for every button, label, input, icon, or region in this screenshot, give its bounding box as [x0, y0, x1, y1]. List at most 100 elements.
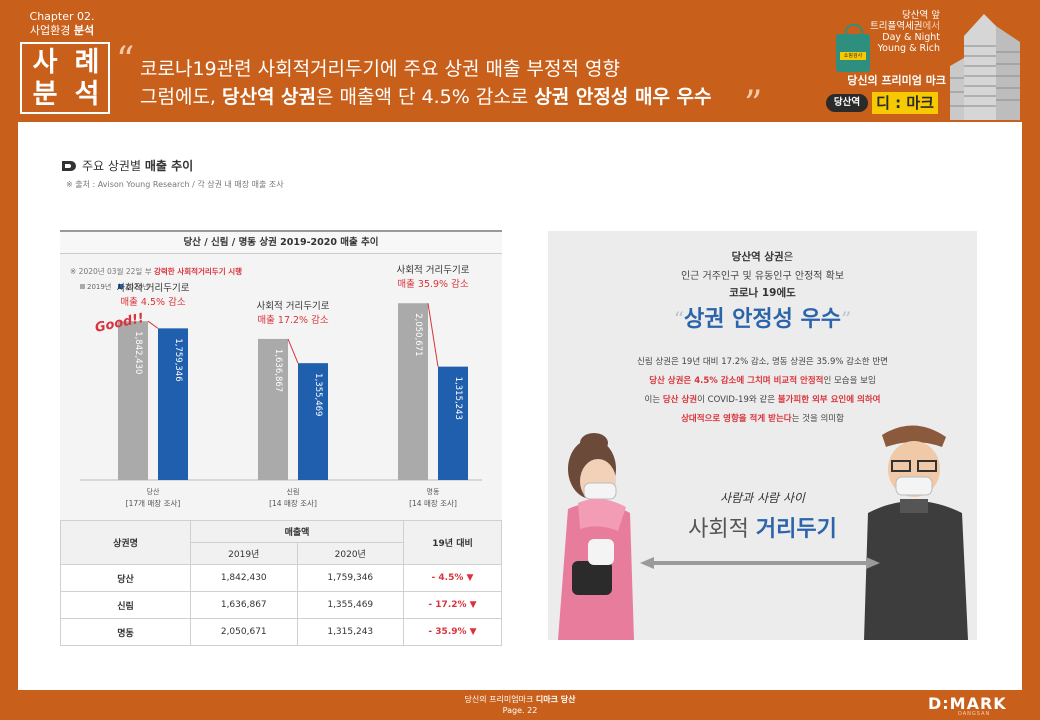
chapter-name: 사업환경 [29, 24, 74, 37]
decline-connector [427, 303, 439, 367]
dmark-logo: D:MARK [928, 694, 1007, 713]
case-char-2: 례 [74, 47, 100, 78]
section-title: 주요 상권별 매출 추이 [62, 157, 193, 174]
summary-paragraph: 신림 상권은 19년 대비 17.2% 감소, 명동 상권은 35.9% 감소한… [637, 357, 888, 424]
summary-line-2: 인근 거주인구 및 유동인구 안정적 확보 [680, 271, 845, 282]
quote-open-mark: “ [116, 40, 135, 81]
category-sub-label: [14 매장 조사] [269, 498, 317, 508]
cell-area: 신림 [60, 591, 191, 619]
chart-legend: 2019년 2020년 [80, 282, 149, 292]
chapter-label: Chapter 02. 사업환경 분석 [26, 10, 98, 38]
handwritten-caption: 사람과 사람 사이 [720, 491, 805, 505]
decline-connector [147, 320, 159, 329]
table-row: 당산 1,842,430 1,759,346 - 4.5% ▼ [60, 564, 502, 592]
footer: 당신의 프리미엄마크 디마크 당산 Page. 22 D:MARK DANGSA… [0, 690, 1040, 720]
chapter-name-bold: 분석 [73, 24, 95, 37]
bar-2019년-신림 [258, 338, 288, 480]
bar-value-label: 1,636,867 [273, 349, 283, 392]
annotation-line-1: 사회적 거리두기로 [117, 282, 190, 294]
annotation-line-2: 매출 17.2% 감소 [257, 314, 328, 326]
footer-center: 당신의 프리미엄마크 디마크 당산 Page. 22 [440, 694, 600, 716]
building-illustration [950, 14, 1020, 120]
legend-label-2019: 2019년 [87, 283, 112, 291]
bag-tag: 쇼핑검사 [840, 52, 866, 60]
page-number: Page. 22 [502, 706, 538, 715]
summary-line-1: 당산역 상권은 [731, 251, 794, 263]
sales-table: 상권명 매출액 19년 대비 2019년 2020년 당산 1,842,430 … [60, 520, 502, 646]
cell-2019: 2,050,671 [190, 618, 298, 646]
promo-line-2: 트리플역세권에서 [870, 21, 940, 32]
bar-chart: 1,842,430 1,759,346 당산 [17개 매장 조사] 사회적 거리두기로… [80, 264, 482, 508]
category-label: 신림 [287, 487, 300, 496]
legend-swatch-2020 [117, 284, 123, 289]
cell-yoy: - 35.9% ▼ [403, 618, 502, 646]
chart-title: 당산 / 신림 / 명동 상권 2019-2020 매출 추이 [60, 232, 502, 254]
chart-note: ※ 2020년 03월 22일 부 강력한 사회적거리두기 시행 [70, 267, 243, 276]
brand-badge: 디 : 마크 [872, 92, 938, 114]
cell-2020: 1,355,469 [296, 591, 404, 619]
bar-2019년-명동 [398, 303, 428, 480]
bar-value-label: 1,842,430 [133, 331, 143, 374]
man-figure-icon [864, 425, 968, 640]
case-analysis-box: 사 례 분 석 [20, 42, 110, 114]
th-2020: 2020년 [296, 542, 404, 565]
summary-panel: 당산역 상권은 인근 거주인구 및 유동인구 안정적 확보 코로나 19에도 “… [548, 231, 977, 640]
headline-line-1: 코로나19관련 사회적거리두기에 주요 상권 매출 부정적 영향 [140, 58, 620, 80]
th-yoy: 19년 대비 [403, 520, 502, 565]
summary-line-3: 코로나 19에도 [729, 287, 796, 299]
cell-yoy: - 4.5% ▼ [403, 564, 502, 592]
distancing-title: 사회적 거리두기 [688, 517, 837, 542]
promo-main: 당신의 프리미엄 마크 [847, 74, 946, 87]
th-area: 상권명 [60, 520, 191, 565]
bar-value-label: 2,050,671 [413, 313, 423, 356]
case-char-1: 사 [32, 47, 58, 78]
category-label: 당산 [147, 487, 160, 496]
annotation-line-2: 매출 35.9% 감소 [397, 278, 468, 290]
bar-2020년-당산 [158, 328, 188, 480]
content-panel: 주요 상권별 매출 추이 ※ 출처 : Avison Young Researc… [18, 122, 1022, 690]
annotation-line-1: 사회적 거리두기로 [397, 264, 470, 276]
case-char-3: 분 [32, 79, 58, 110]
station-badge: 당산역 [826, 94, 868, 112]
cell-2019: 1,636,867 [190, 591, 298, 619]
header: Chapter 02. 사업환경 분석 사 례 분 석 “ 코로나19관련 사회… [0, 0, 1040, 125]
category-sub-label: [17개 매장 조사] [126, 498, 181, 508]
quote-close-mark: ” [744, 84, 763, 125]
chart-container: 당산 / 신림 / 명동 상권 2019-2020 매출 추이 ※ 2020년 … [60, 230, 502, 520]
woman-figure-icon [558, 433, 634, 640]
th-sales: 매출액 [190, 520, 404, 543]
th-2019: 2019년 [190, 542, 298, 565]
legend-swatch-2019 [80, 284, 85, 289]
shopping-bag-icon: 쇼핑검사 [836, 24, 870, 72]
category-sub-label: [14 매장 조사] [409, 498, 457, 508]
cell-2020: 1,759,346 [296, 564, 404, 592]
decline-connector [287, 338, 299, 364]
bar-value-label: 1,315,243 [453, 377, 463, 420]
people-illustration [558, 425, 968, 640]
promo-line-3: Day & Night [882, 32, 940, 43]
cell-area: 당산 [60, 564, 191, 592]
bar-value-label: 1,759,346 [173, 338, 183, 381]
bar-value-label: 1,355,469 [313, 373, 323, 416]
cell-2019: 1,842,430 [190, 564, 298, 592]
chapter-number: Chapter 02. [29, 10, 95, 23]
d-bullet-icon [62, 161, 76, 171]
annotation-line-1: 사회적 거리두기로 [257, 300, 330, 312]
annotation-line-2: 매출 4.5% 감소 [120, 296, 185, 308]
case-char-4: 석 [74, 79, 100, 110]
bar-2020년-명동 [438, 366, 468, 480]
table-row: 명동 2,050,671 1,315,243 - 35.9% ▼ [60, 618, 502, 646]
cell-yoy: - 17.2% ▼ [403, 591, 502, 619]
cell-area: 명동 [60, 618, 191, 646]
cell-2020: 1,315,243 [296, 618, 404, 646]
promo-lines: 당산역 앞 트리플역세권에서 Day & Night Young & Rich [862, 10, 940, 54]
promo-line-4: Young & Rich [877, 43, 940, 54]
legend-label-2020: 2020년 [124, 283, 150, 291]
double-arrow-icon [640, 557, 880, 569]
dmark-logo-sub: DANGSAN [958, 711, 991, 717]
headline-line-2: 그럼에도, 당산역 상권은 매출액 단 4.5% 감소로 상권 안정성 매우 우… [140, 86, 712, 108]
category-label: 명동 [427, 487, 440, 496]
promo-line-1: 당산역 앞 [902, 10, 940, 21]
table-row: 신림 1,636,867 1,355,469 - 17.2% ▼ [60, 591, 502, 619]
source-note: ※ 출처 : Avison Young Research / 각 상권 내 매장… [66, 180, 284, 189]
